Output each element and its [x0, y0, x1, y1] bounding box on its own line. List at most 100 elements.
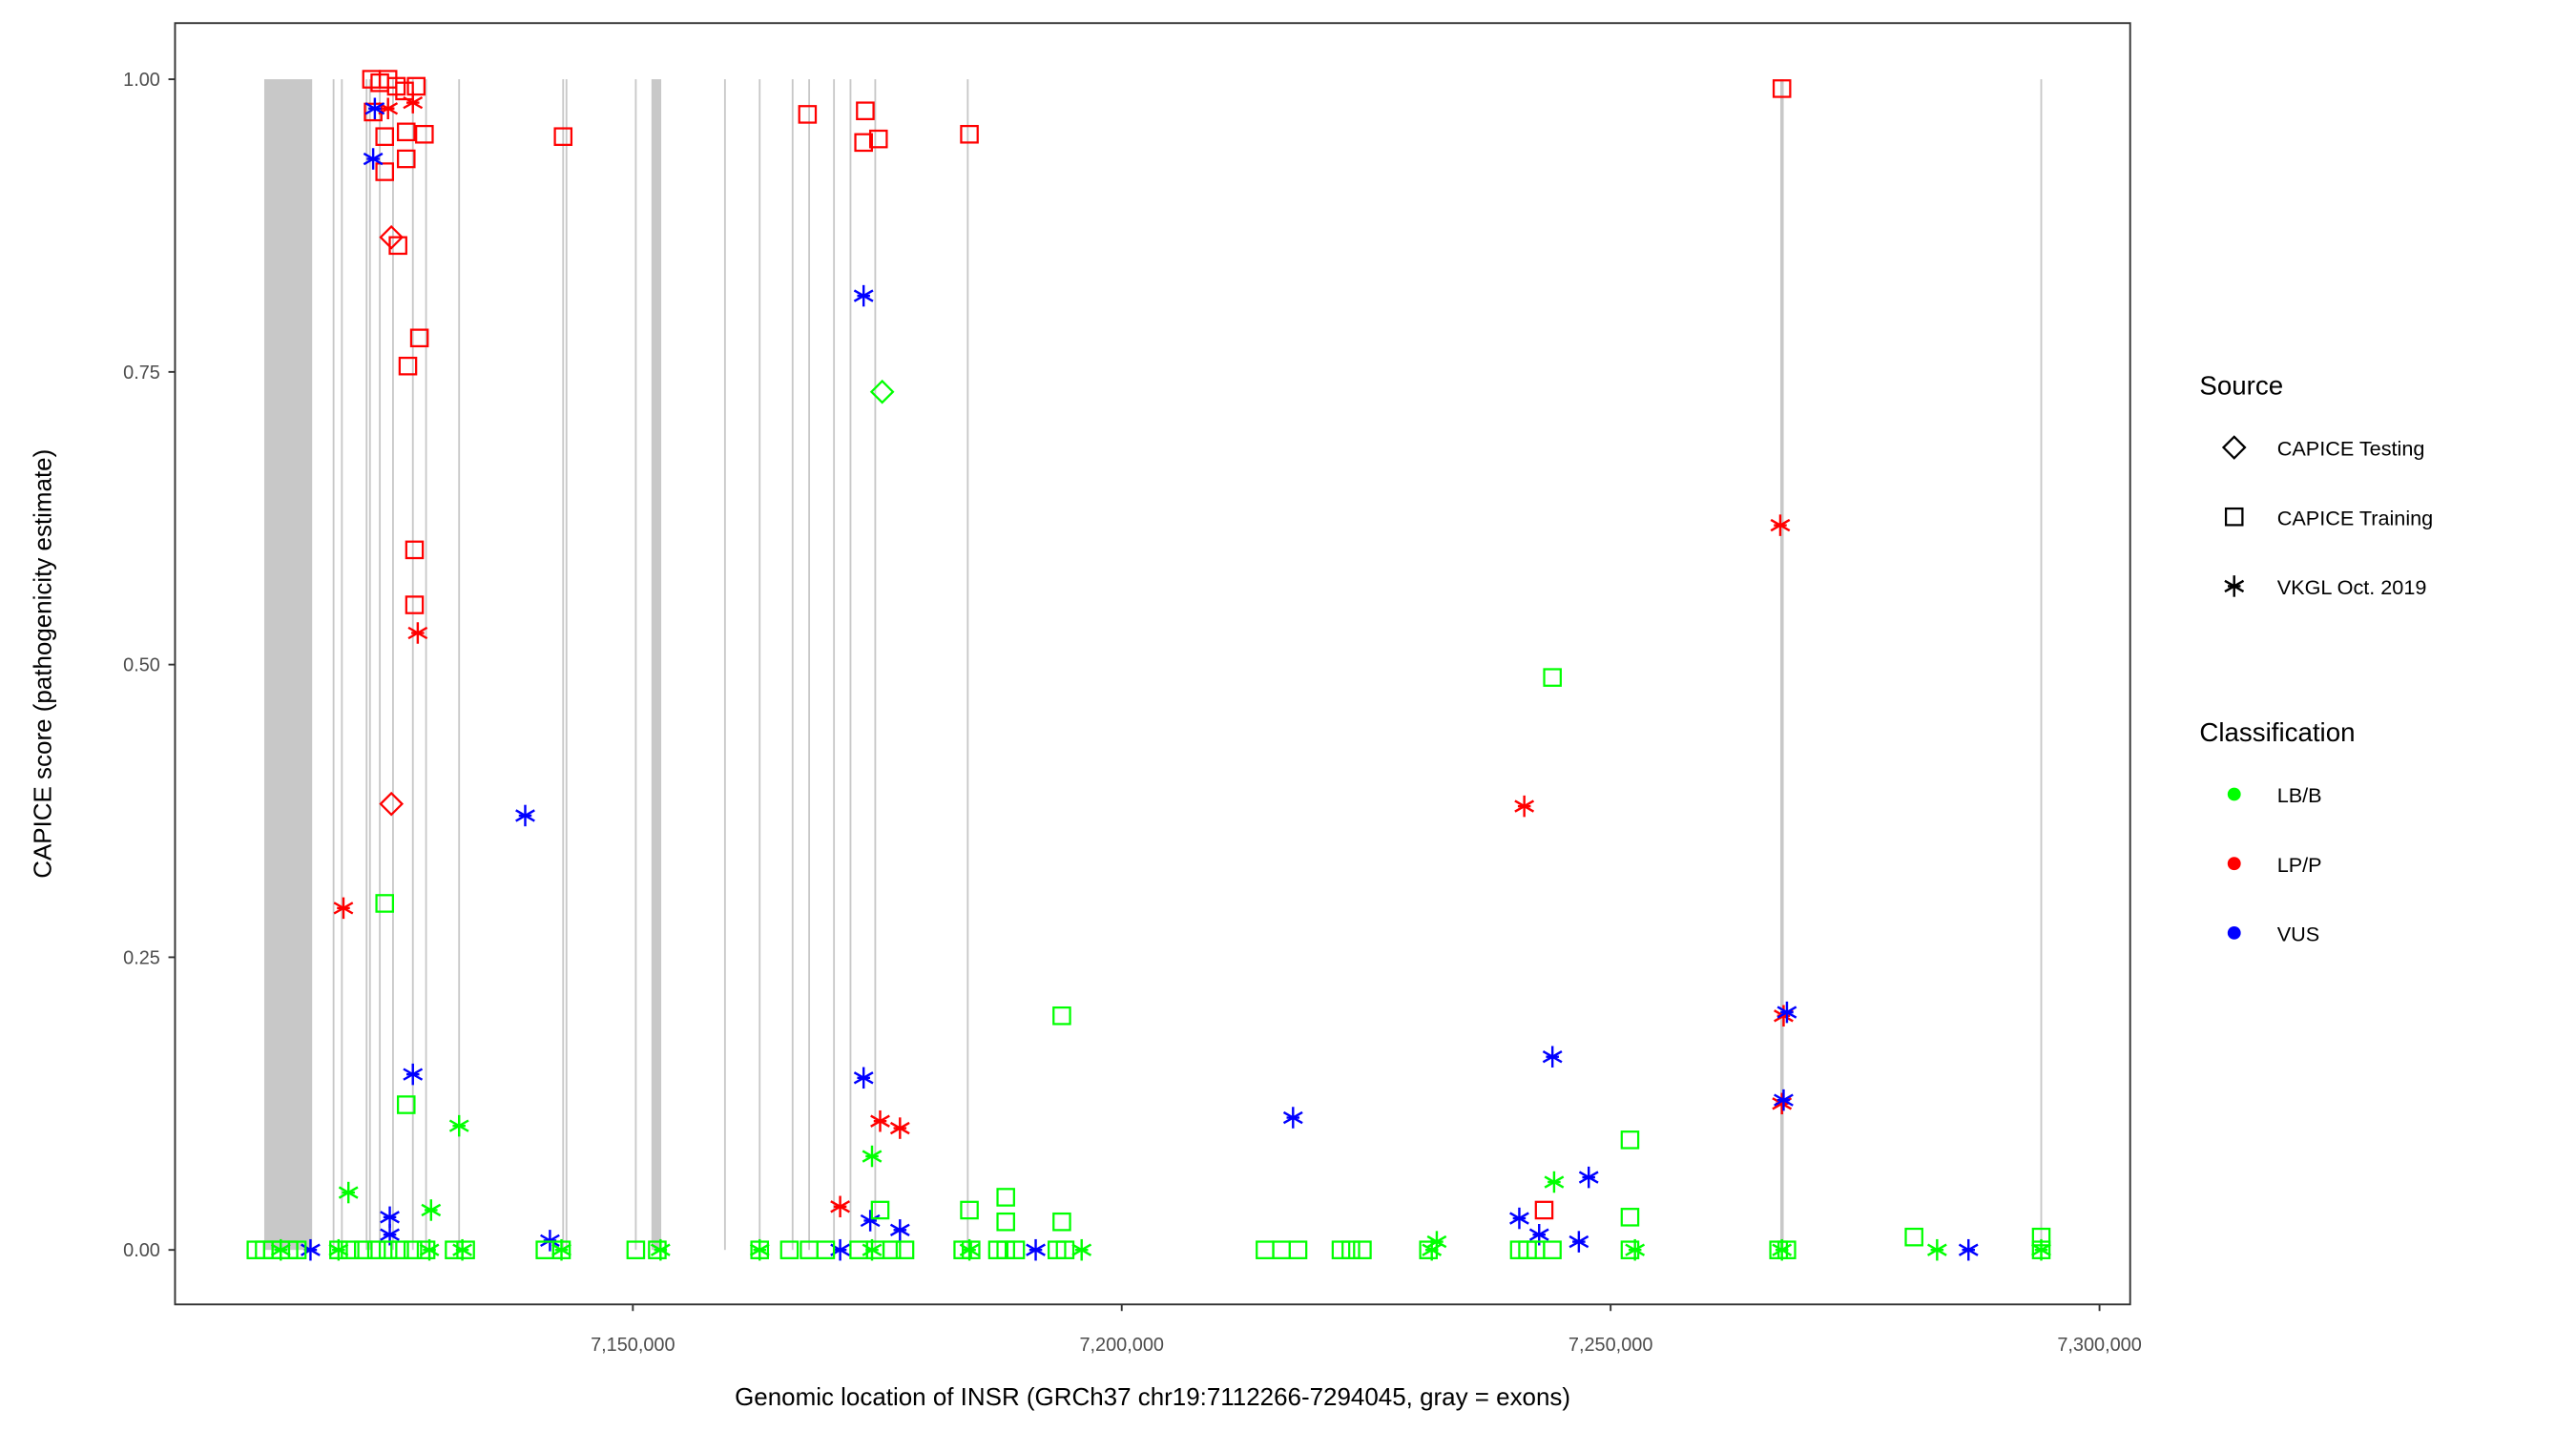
- data-point: [1926, 1238, 1947, 1261]
- data-point: [1620, 1208, 1640, 1227]
- data-point: [540, 1230, 560, 1252]
- data-point: [1772, 79, 1792, 98]
- data-point: [379, 224, 405, 250]
- legend-source-label: VKGL Oct. 2019: [2277, 575, 2427, 599]
- data-point: [749, 1238, 770, 1261]
- data-point: [779, 1240, 800, 1259]
- data-point: [406, 76, 426, 96]
- data-point: [1568, 1231, 1589, 1253]
- data-point: [895, 1240, 915, 1259]
- data-point: [553, 127, 573, 146]
- data-point: [1772, 1238, 1793, 1261]
- data-points: [246, 70, 2051, 1261]
- data-point: [270, 1238, 291, 1261]
- data-point: [1904, 1227, 1923, 1247]
- data-point: [1542, 1046, 1563, 1068]
- data-point: [853, 284, 874, 307]
- data-point: [869, 379, 895, 404]
- series-vkgl-oct-2019-lp-p: [333, 92, 1794, 1218]
- y-tick-label: 0.25: [123, 947, 160, 968]
- data-point: [860, 1210, 881, 1232]
- legend-class-label: LP/P: [2277, 853, 2322, 877]
- data-point: [870, 1110, 890, 1132]
- legend-asterisk-icon: [2224, 575, 2245, 597]
- data-point: [415, 124, 434, 144]
- x-tick-label: 7,150,000: [591, 1335, 675, 1356]
- data-point: [405, 540, 425, 560]
- x-tick-label: 7,300,000: [2057, 1335, 2142, 1356]
- exon-band: [368, 79, 371, 1251]
- y-tick-label: 0.75: [123, 363, 160, 384]
- data-point: [962, 1240, 981, 1259]
- data-point: [515, 804, 535, 827]
- data-point: [375, 162, 394, 181]
- y-axis: 0.00 0.25 0.50 0.75 1.00: [123, 70, 176, 1261]
- data-point: [390, 1240, 409, 1259]
- y-tick-label: 1.00: [123, 70, 160, 91]
- data-point: [375, 894, 394, 913]
- data-point: [452, 1238, 472, 1261]
- y-tick-label: 0.00: [123, 1240, 160, 1261]
- data-point: [396, 149, 416, 169]
- exon-band: [651, 79, 662, 1251]
- legend-dot-icon: [2227, 925, 2241, 940]
- series-capice-testing-lp-p: [379, 224, 405, 817]
- exon-band: [2040, 79, 2043, 1251]
- data-point: [1578, 1166, 1599, 1189]
- data-point: [1341, 1240, 1361, 1259]
- data-point: [1543, 1240, 1562, 1259]
- data-point: [1052, 1006, 1071, 1026]
- exon-band: [332, 79, 335, 1251]
- exon-band: [791, 79, 794, 1251]
- data-point: [287, 1240, 307, 1259]
- data-point: [379, 791, 405, 817]
- data-point: [407, 622, 428, 644]
- exon-band: [263, 79, 313, 1251]
- data-point: [366, 1240, 386, 1259]
- data-point: [1514, 795, 1535, 818]
- data-point: [996, 1212, 1015, 1232]
- data-point: [798, 105, 818, 124]
- data-point: [403, 1240, 423, 1259]
- exon-band: [1779, 79, 1784, 1251]
- y-tick-label: 0.50: [123, 655, 160, 676]
- exon-band: [411, 79, 414, 1251]
- exon-band: [562, 79, 565, 1251]
- data-point: [1958, 1238, 1979, 1261]
- data-point: [853, 1067, 874, 1089]
- data-point: [1026, 1238, 1046, 1261]
- data-point: [338, 1181, 359, 1204]
- data-point: [1543, 668, 1562, 687]
- data-point: [889, 1219, 910, 1241]
- legend-class-label: VUS: [2277, 923, 2319, 946]
- exon-band: [365, 79, 368, 1251]
- data-point: [856, 101, 875, 120]
- data-point: [1776, 1001, 1797, 1024]
- data-point: [1544, 1171, 1565, 1193]
- data-point: [862, 1145, 883, 1168]
- data-point: [403, 1063, 424, 1086]
- data-point: [862, 1238, 883, 1261]
- data-point: [1534, 1200, 1554, 1220]
- data-point: [889, 1117, 910, 1139]
- x-axis: 7,150,000 7,200,000 7,250,000 7,300,000: [591, 1304, 2142, 1356]
- exon-bands: [263, 79, 2043, 1251]
- legend-source-label: CAPICE Training: [2277, 506, 2433, 529]
- x-tick-label: 7,250,000: [1568, 1335, 1653, 1356]
- legend-square-icon: [2224, 507, 2244, 527]
- data-point: [551, 1238, 571, 1261]
- legend-classification-title: Classification: [2199, 717, 2355, 747]
- series-capice-testing-lb-b: [869, 379, 895, 404]
- data-point: [1055, 1240, 1075, 1259]
- exon-band: [723, 79, 726, 1251]
- x-tick-label: 7,200,000: [1079, 1335, 1164, 1356]
- data-point: [363, 148, 384, 170]
- data-point: [396, 1095, 416, 1114]
- data-point: [328, 1238, 349, 1261]
- exon-band: [874, 79, 877, 1251]
- data-point: [996, 1240, 1015, 1259]
- exon-band: [565, 79, 568, 1251]
- data-point: [1331, 1240, 1351, 1259]
